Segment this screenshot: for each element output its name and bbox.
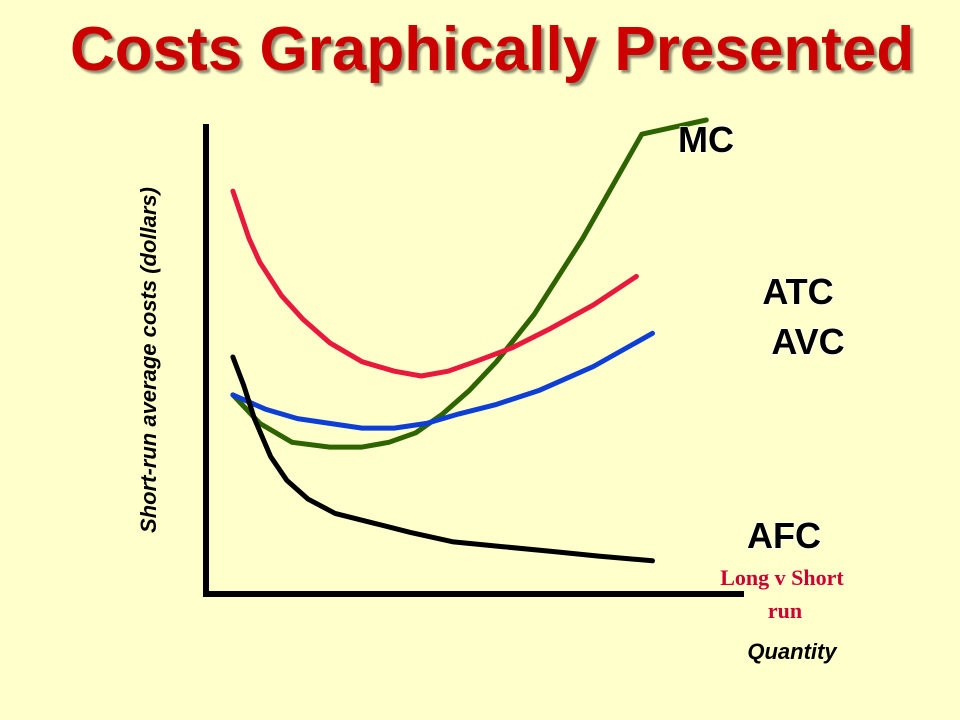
y-axis-label: Short-run average costs (dollars) [136, 187, 161, 533]
x-axis-label: Quantity [747, 639, 838, 664]
avc-curve [230, 330, 655, 431]
note-line-2: run [768, 598, 802, 623]
slide-title: Costs Graphically Presented [70, 15, 915, 84]
mc-curve [230, 117, 709, 450]
note-line-1: Long v Short [720, 565, 844, 590]
afc-label: AFC [747, 515, 821, 556]
cost-curves [230, 117, 709, 564]
avc-label: AVC [771, 321, 844, 362]
series-labels: MC ATC AVC AFC [677, 118, 845, 557]
atc-curve [230, 188, 639, 379]
mc-label: MC [678, 119, 734, 160]
atc-label: ATC [762, 271, 833, 312]
afc-curve [230, 354, 655, 564]
chart-axes [203, 124, 744, 597]
